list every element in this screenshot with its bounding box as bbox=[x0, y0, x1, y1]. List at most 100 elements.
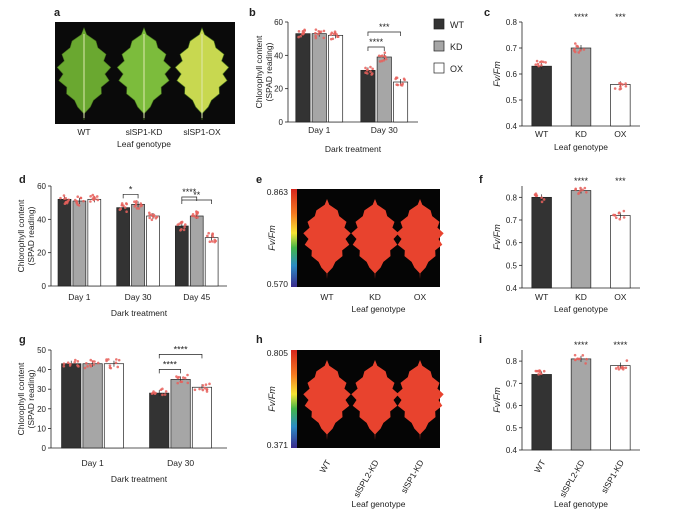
data-point bbox=[576, 357, 579, 361]
bar-WT-Day 30 bbox=[149, 392, 170, 449]
chart-g: 0 10 20 30 40 50 Chlorophyll content (SPAD read… bbox=[16, 344, 227, 484]
bar-WT bbox=[531, 374, 552, 451]
data-point bbox=[201, 384, 205, 387]
data-point bbox=[180, 221, 183, 225]
data-point bbox=[68, 364, 72, 367]
data-point bbox=[537, 64, 540, 68]
data-point bbox=[574, 188, 577, 191]
panel-letter-f: f bbox=[479, 174, 483, 186]
data-point bbox=[540, 200, 544, 204]
data-point bbox=[578, 357, 581, 361]
data-point bbox=[123, 206, 127, 209]
data-point bbox=[573, 358, 577, 362]
data-point bbox=[176, 376, 180, 380]
x-tick-label: WT bbox=[535, 292, 548, 302]
x-axis-title: Leaf genotype bbox=[554, 499, 608, 509]
data-point bbox=[382, 59, 386, 62]
data-point bbox=[579, 189, 582, 193]
x-axis-title: Leaf genotype bbox=[554, 142, 608, 152]
data-point bbox=[539, 372, 543, 376]
y-tick-label: 0.6 bbox=[506, 239, 518, 248]
x-tick-label: slSPL2-KD bbox=[557, 458, 586, 499]
data-point bbox=[369, 70, 372, 73]
data-point bbox=[76, 364, 79, 367]
bar-WT bbox=[531, 65, 552, 127]
bar-WT-Day 30 bbox=[116, 207, 130, 287]
data-point bbox=[95, 195, 99, 198]
data-point bbox=[573, 50, 577, 54]
panel-letters: a b c d e f g h i bbox=[19, 7, 490, 346]
data-point bbox=[76, 203, 79, 206]
data-point bbox=[318, 30, 322, 34]
y-axis-label: Chlorophyll content bbox=[16, 362, 26, 435]
data-point bbox=[163, 393, 167, 396]
y-tick-label: 20 bbox=[37, 405, 46, 414]
data-point bbox=[303, 29, 307, 32]
bar-OX bbox=[610, 84, 631, 127]
leaf-label: OX bbox=[414, 292, 427, 302]
y-tick-label: 0.8 bbox=[506, 193, 518, 202]
bar-OX-Day 30 bbox=[393, 81, 409, 123]
data-point bbox=[573, 42, 577, 45]
y-tick-label: 0.6 bbox=[506, 70, 518, 79]
y-tick-label: 0 bbox=[42, 282, 47, 291]
x-tick-label: WT bbox=[532, 458, 547, 474]
data-point bbox=[314, 28, 318, 31]
leaf-label: slSPL2-KD bbox=[351, 458, 380, 499]
data-point bbox=[581, 188, 584, 192]
y-tick-label: 0.5 bbox=[506, 424, 518, 433]
data-point bbox=[366, 68, 369, 72]
data-point bbox=[539, 60, 542, 64]
data-point bbox=[302, 32, 305, 35]
data-point bbox=[621, 83, 624, 86]
data-point bbox=[622, 366, 625, 369]
significance-bracket bbox=[158, 369, 181, 374]
data-point bbox=[93, 360, 96, 363]
leaf-label: slSP1-OX bbox=[183, 127, 221, 137]
colorbar-min: 0.570 bbox=[267, 279, 289, 289]
data-point bbox=[577, 191, 581, 195]
x-tick-label: Day 30 bbox=[167, 458, 194, 468]
panel-letter-a: a bbox=[54, 7, 61, 19]
bar-WT-Day 45 bbox=[175, 225, 189, 287]
data-point bbox=[575, 44, 579, 48]
data-point bbox=[211, 233, 214, 236]
y-tick-label: 0 bbox=[279, 118, 284, 127]
data-point bbox=[540, 196, 543, 199]
bar-WT-Day 1 bbox=[61, 363, 82, 449]
data-point bbox=[624, 84, 628, 88]
data-point bbox=[579, 49, 582, 52]
leaf-label: WT bbox=[320, 292, 333, 302]
bar-KD-Day 45 bbox=[189, 215, 204, 287]
data-point bbox=[186, 373, 189, 377]
y-axis-label: (SPAD reading) bbox=[26, 369, 36, 428]
data-point bbox=[88, 363, 92, 367]
data-point bbox=[618, 217, 622, 221]
data-point bbox=[85, 361, 88, 365]
data-point bbox=[124, 202, 128, 205]
data-point bbox=[92, 363, 96, 366]
y-tick-label: 0.4 bbox=[506, 446, 518, 455]
data-point bbox=[612, 213, 615, 217]
data-point bbox=[89, 358, 93, 362]
significance-label: **** bbox=[369, 37, 384, 47]
data-point bbox=[625, 359, 629, 362]
x-tick-label: OX bbox=[614, 292, 627, 302]
colorbar-max: 0.805 bbox=[267, 348, 289, 358]
data-point bbox=[182, 228, 186, 232]
y-tick-label: 40 bbox=[37, 366, 46, 375]
data-point bbox=[297, 30, 301, 33]
bar-slSPL2-KD bbox=[570, 358, 592, 451]
data-point bbox=[336, 35, 339, 38]
data-point bbox=[91, 193, 95, 197]
data-point bbox=[152, 390, 155, 393]
data-point bbox=[62, 362, 66, 365]
data-point bbox=[322, 36, 326, 40]
data-point bbox=[154, 216, 158, 220]
data-point bbox=[74, 358, 77, 362]
fluorescence-panel-e: 0.863 0.570 Fv/Fm WT KD OX Leaf genotype bbox=[267, 187, 444, 314]
data-point bbox=[183, 225, 186, 229]
data-point bbox=[119, 207, 123, 211]
data-point bbox=[62, 364, 66, 368]
